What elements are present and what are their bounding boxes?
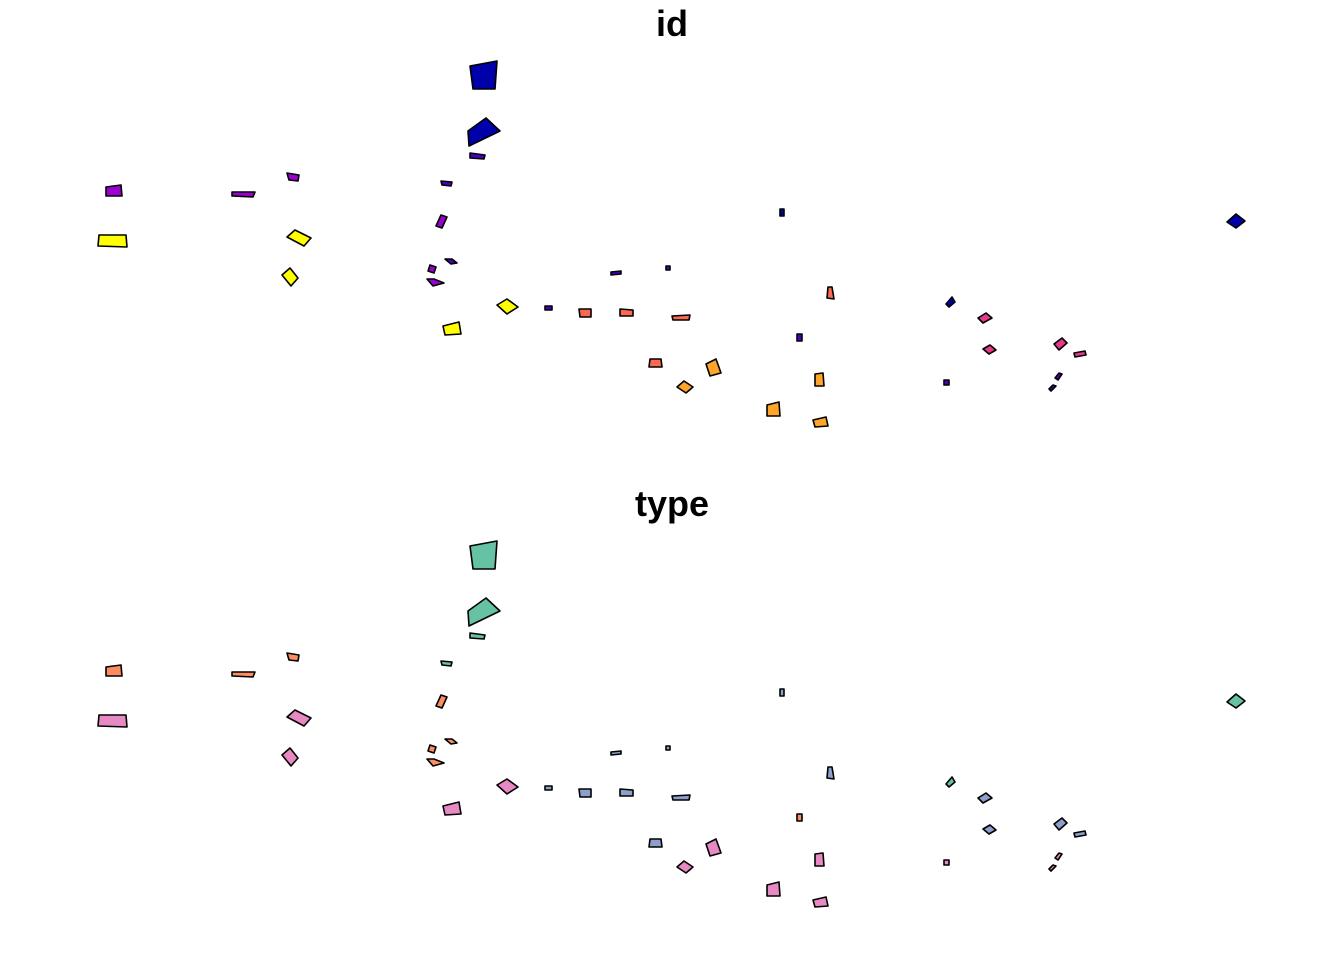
id-polygon-35 xyxy=(648,358,663,368)
type-polygon-14 xyxy=(97,714,128,728)
id-polygon-26 xyxy=(826,286,835,300)
id-polygon-6 xyxy=(945,296,956,308)
type-polygon-23 xyxy=(619,788,634,797)
type-polygon-7 xyxy=(105,664,123,677)
type-polygon-38 xyxy=(814,852,825,867)
type-polygon-34 xyxy=(943,859,950,866)
map-panel-type: type xyxy=(0,480,1344,960)
id-polygon-40 xyxy=(812,416,829,428)
id-polygon-9 xyxy=(286,172,300,182)
id-polygon-13 xyxy=(426,278,445,287)
id-polygon-10 xyxy=(435,214,448,229)
type-polygon-40 xyxy=(812,896,829,908)
id-polygon-5 xyxy=(1226,213,1246,229)
type-polygon-32 xyxy=(1054,852,1063,861)
id-polygon-31 xyxy=(1073,350,1087,358)
id-polygon-29 xyxy=(982,344,997,355)
type-polygon-36 xyxy=(676,860,694,874)
type-polygon-20 xyxy=(610,750,622,756)
type-polygon-37 xyxy=(705,838,722,857)
type-polygon-6 xyxy=(945,776,956,788)
type-polygon-35 xyxy=(648,838,663,848)
id-polygon-16 xyxy=(281,267,299,287)
id-polygon-24 xyxy=(671,314,691,321)
id-polygon-14 xyxy=(97,234,128,248)
type-polygon-24 xyxy=(671,794,691,801)
id-polygon-32 xyxy=(1054,372,1063,381)
type-polygon-4 xyxy=(440,660,453,667)
id-polygon-3 xyxy=(469,152,486,160)
type-polygon-28 xyxy=(977,792,993,804)
id-polygon-28 xyxy=(977,312,993,324)
type-polygon-31 xyxy=(1073,830,1087,838)
id-polygon-39 xyxy=(766,401,781,417)
type-polygon-3 xyxy=(469,632,486,640)
type-polygon-11 xyxy=(444,738,458,745)
type-polygon-19 xyxy=(544,785,553,791)
id-polygon-33 xyxy=(1048,384,1057,392)
type-polygon-13 xyxy=(426,758,445,767)
id-polygon-20 xyxy=(610,270,622,276)
id-polygon-11 xyxy=(444,258,458,265)
type-polygon-18 xyxy=(442,801,462,816)
id-polygon-7 xyxy=(105,184,123,197)
type-polygon-16 xyxy=(281,747,299,767)
id-polygon-2 xyxy=(467,117,501,147)
type-polygon-9 xyxy=(286,652,300,662)
map-panel-id: id xyxy=(97,3,1246,428)
type-polygon-12 xyxy=(427,744,437,754)
id-polygon-15 xyxy=(286,229,312,247)
panel-title-id: id xyxy=(656,3,688,44)
type-polygon-1 xyxy=(469,540,498,570)
id-polygon-17 xyxy=(496,298,519,315)
panel-title-type: type xyxy=(634,483,710,524)
type-polygon-25 xyxy=(779,688,785,697)
type-polygon-10 xyxy=(435,694,448,709)
id-polygon-25 xyxy=(779,208,785,217)
id-polygon-8 xyxy=(231,191,256,198)
type-polygon-2 xyxy=(467,597,501,627)
type-polygon-5 xyxy=(1226,693,1246,709)
id-polygon-27 xyxy=(796,333,803,342)
type-polygon-22 xyxy=(578,788,592,798)
type-polygon-15 xyxy=(286,709,312,727)
type-polygon-29 xyxy=(982,824,997,835)
id-polygon-34 xyxy=(943,379,950,386)
type-polygon-39 xyxy=(766,881,781,897)
type-polygon-30 xyxy=(1053,817,1068,831)
id-polygon-36 xyxy=(676,380,694,394)
id-polygon-1 xyxy=(469,60,498,90)
id-polygon-22 xyxy=(578,308,592,318)
id-polygon-23 xyxy=(619,308,634,317)
map-canvas-id xyxy=(97,60,1246,428)
id-polygon-37 xyxy=(705,358,722,377)
id-polygon-18 xyxy=(442,321,462,336)
type-polygon-26 xyxy=(826,766,835,780)
type-polygon-8 xyxy=(231,671,256,678)
id-polygon-38 xyxy=(814,372,825,387)
type-polygon-27 xyxy=(796,813,803,822)
type-polygon-21 xyxy=(665,745,671,751)
type-polygon-33 xyxy=(1048,864,1057,872)
id-polygon-19 xyxy=(544,305,553,311)
id-polygon-30 xyxy=(1053,337,1068,351)
id-polygon-4 xyxy=(440,180,453,187)
id-polygon-12 xyxy=(427,264,437,274)
map-canvas-type xyxy=(97,540,1246,908)
id-polygon-21 xyxy=(665,265,671,271)
type-polygon-17 xyxy=(496,778,519,795)
